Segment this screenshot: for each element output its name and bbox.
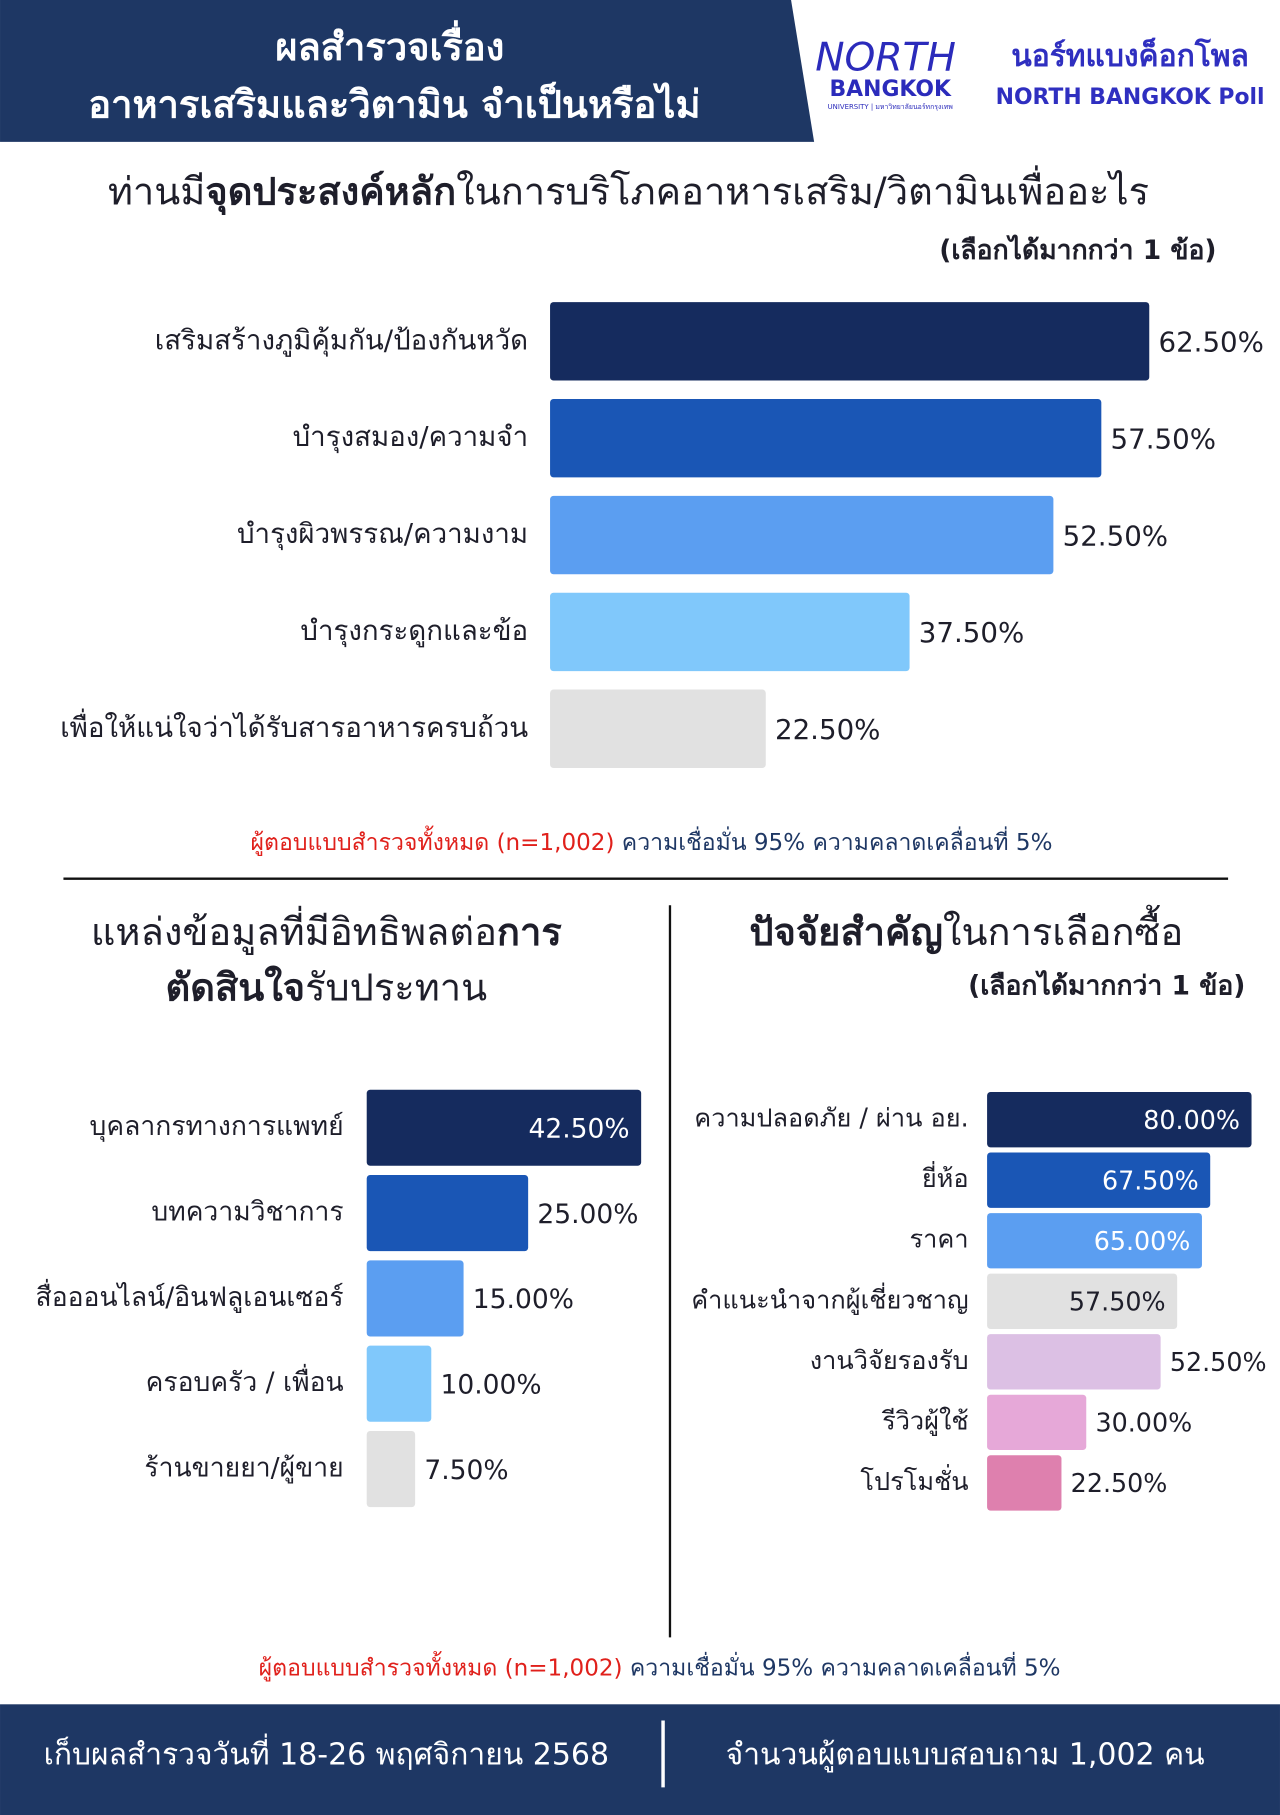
- note-rest: ความเชื่อมั่น 95% ความคลาดเคลื่อนที่ 5%: [622, 825, 1053, 855]
- note: ผู้ตอบแบบสำรวจทั้งหมด (n=1,002) ความเชื่…: [259, 1650, 1061, 1681]
- category-label: บุคลากรทางการแพทย์: [90, 1111, 344, 1142]
- value-label: 80.00%: [1143, 1105, 1240, 1135]
- bar: [366, 1089, 642, 1166]
- category-label: เพื่อให้แน่ใจว่าได้รับสารอาหารครบถ้วน: [60, 708, 528, 744]
- value-label: 10.00%: [441, 1370, 542, 1401]
- footer-count: จำนวนผู้ตอบแบบสอบถาม 1,002 คน: [726, 1738, 1205, 1773]
- bar: [987, 1213, 1202, 1269]
- title-part: ตัดสินใจ: [166, 965, 306, 1009]
- value-label: 30.00%: [1095, 1408, 1192, 1438]
- value-label: 22.50%: [1071, 1468, 1168, 1498]
- category-label: ความปลอดภัย / ผ่าน อย.: [694, 1103, 968, 1133]
- header-title: อาหารเสริมและวิตามิน จำเป็นหรือไม่: [88, 82, 700, 127]
- poll-thai: นอร์ทแบงค็อกโพล: [1011, 37, 1249, 74]
- bar: [366, 1260, 464, 1337]
- value-label: 37.50%: [919, 616, 1024, 649]
- note-red: ผู้ตอบแบบสำรวจทั้งหมด (n=1,002): [251, 824, 615, 855]
- note: ผู้ตอบแบบสำรวจทั้งหมด (n=1,002) ความเชื่…: [251, 824, 1053, 855]
- bar: [550, 689, 766, 768]
- category-label: สื่อออนไลน์/อินฟลูเอนเซอร์: [36, 1279, 344, 1313]
- bar: [987, 1334, 1161, 1390]
- value-label: 57.50%: [1069, 1287, 1166, 1317]
- title-part: ในการเลือกซื้อ: [943, 904, 1183, 954]
- value-label: 65.00%: [1094, 1226, 1191, 1256]
- category-label: บำรุงสมอง/ความจำ: [293, 420, 529, 454]
- title-part: จุดประสงค์หลัก: [205, 169, 456, 215]
- category-label: ยี่ห้อ: [922, 1161, 969, 1193]
- category-label: บทความวิชาการ: [151, 1197, 343, 1228]
- title-part: การ: [497, 910, 562, 954]
- bar: [987, 1455, 1062, 1511]
- value-label: 67.50%: [1102, 1166, 1199, 1196]
- logo-bangkok: BANGKOK: [829, 77, 952, 102]
- title-part: รับประทาน: [305, 965, 487, 1009]
- note-space: [614, 829, 621, 855]
- logo-north: NORTH: [815, 35, 956, 80]
- category-label: รีวิวผู้ใช้: [882, 1405, 969, 1436]
- bar: [987, 1394, 1087, 1451]
- value-label: 15.00%: [473, 1284, 574, 1315]
- bar: [987, 1091, 1252, 1148]
- category-label: บำรุงกระดูกและข้อ: [300, 614, 528, 648]
- value-label: 57.50%: [1111, 422, 1216, 455]
- chart-title: ท่านมีจุดประสงค์หลักในการบริโภคอาหารเสริ…: [108, 164, 1149, 215]
- chart-title: ปัจจัยสำคัญในการเลือกซื้อ: [749, 904, 1183, 954]
- bar: [550, 398, 1102, 478]
- header-band: [0, 0, 815, 142]
- chart-subtitle: (เลือกได้มากกว่า 1 ข้อ): [939, 234, 1216, 266]
- value-label: 7.50%: [424, 1455, 508, 1486]
- category-label: คำแนะนำจากผู้เชี่ยวชาญ: [691, 1282, 968, 1315]
- bar: [550, 495, 1054, 575]
- title-part: ปัจจัยสำคัญ: [749, 910, 943, 954]
- category-label: เสริมสร้างภูมิคุ้มกัน/ป้องกันหวัด: [155, 323, 528, 357]
- logo-small: UNIVERSITY | มหาวิทยาลัยนอร์ทกรุงเทพ: [828, 103, 954, 111]
- category-label: ร้านขายยา/ผู้ขาย: [144, 1453, 343, 1484]
- footer-date: เก็บผลสำรวจวันที่ 18-26 พฤศจิกายน 2568: [44, 1734, 609, 1773]
- bar: [550, 302, 1150, 381]
- title-part: แหล่งข้อมูลที่มีอิทธิพลต่อ: [91, 905, 497, 955]
- value-label: 22.50%: [775, 713, 880, 746]
- category-label: ราคา: [910, 1224, 969, 1254]
- chart-subtitle: (เลือกได้มากกว่า 1 ข้อ): [968, 970, 1245, 1002]
- value-label: 52.50%: [1063, 519, 1168, 552]
- bar: [366, 1431, 416, 1508]
- bar: [366, 1175, 529, 1252]
- value-label: 42.50%: [529, 1114, 630, 1145]
- bar: [987, 1152, 1211, 1208]
- value-label: 52.50%: [1170, 1347, 1267, 1377]
- note-red: ผู้ตอบแบบสำรวจทั้งหมด (n=1,002): [259, 1650, 623, 1681]
- poll-en: NORTH BANGKOK Poll: [996, 85, 1265, 110]
- category-label: งานวิจัยรองรับ: [810, 1345, 969, 1375]
- category-label: บำรุงผิวพรรณ/ความงาม: [237, 517, 528, 551]
- chart-title: แหล่งข้อมูลที่มีอิทธิพลต่อการ: [91, 905, 562, 955]
- bar: [366, 1345, 432, 1422]
- footer-band: [0, 1704, 1280, 1815]
- title-part: ในการบริโภคอาหารเสริม/วิตามินเพื่ออะไร: [456, 164, 1149, 213]
- note-rest: ความเชื่อมั่น 95% ความคลาดเคลื่อนที่ 5%: [630, 1651, 1061, 1681]
- title-part: ท่านมี: [108, 169, 206, 213]
- bar: [550, 592, 910, 672]
- value-label: 25.00%: [537, 1199, 638, 1230]
- bar: [987, 1273, 1178, 1329]
- note-space: [623, 1655, 630, 1681]
- value-label: 62.50%: [1158, 326, 1263, 359]
- category-label: ครอบครัว / เพื่อน: [146, 1364, 344, 1398]
- category-label: โปรโมชั่น: [860, 1464, 968, 1496]
- header-title: ผลสำรวจเรื่อง: [275, 20, 504, 69]
- chart-title: ตัดสินใจรับประทาน: [166, 965, 488, 1009]
